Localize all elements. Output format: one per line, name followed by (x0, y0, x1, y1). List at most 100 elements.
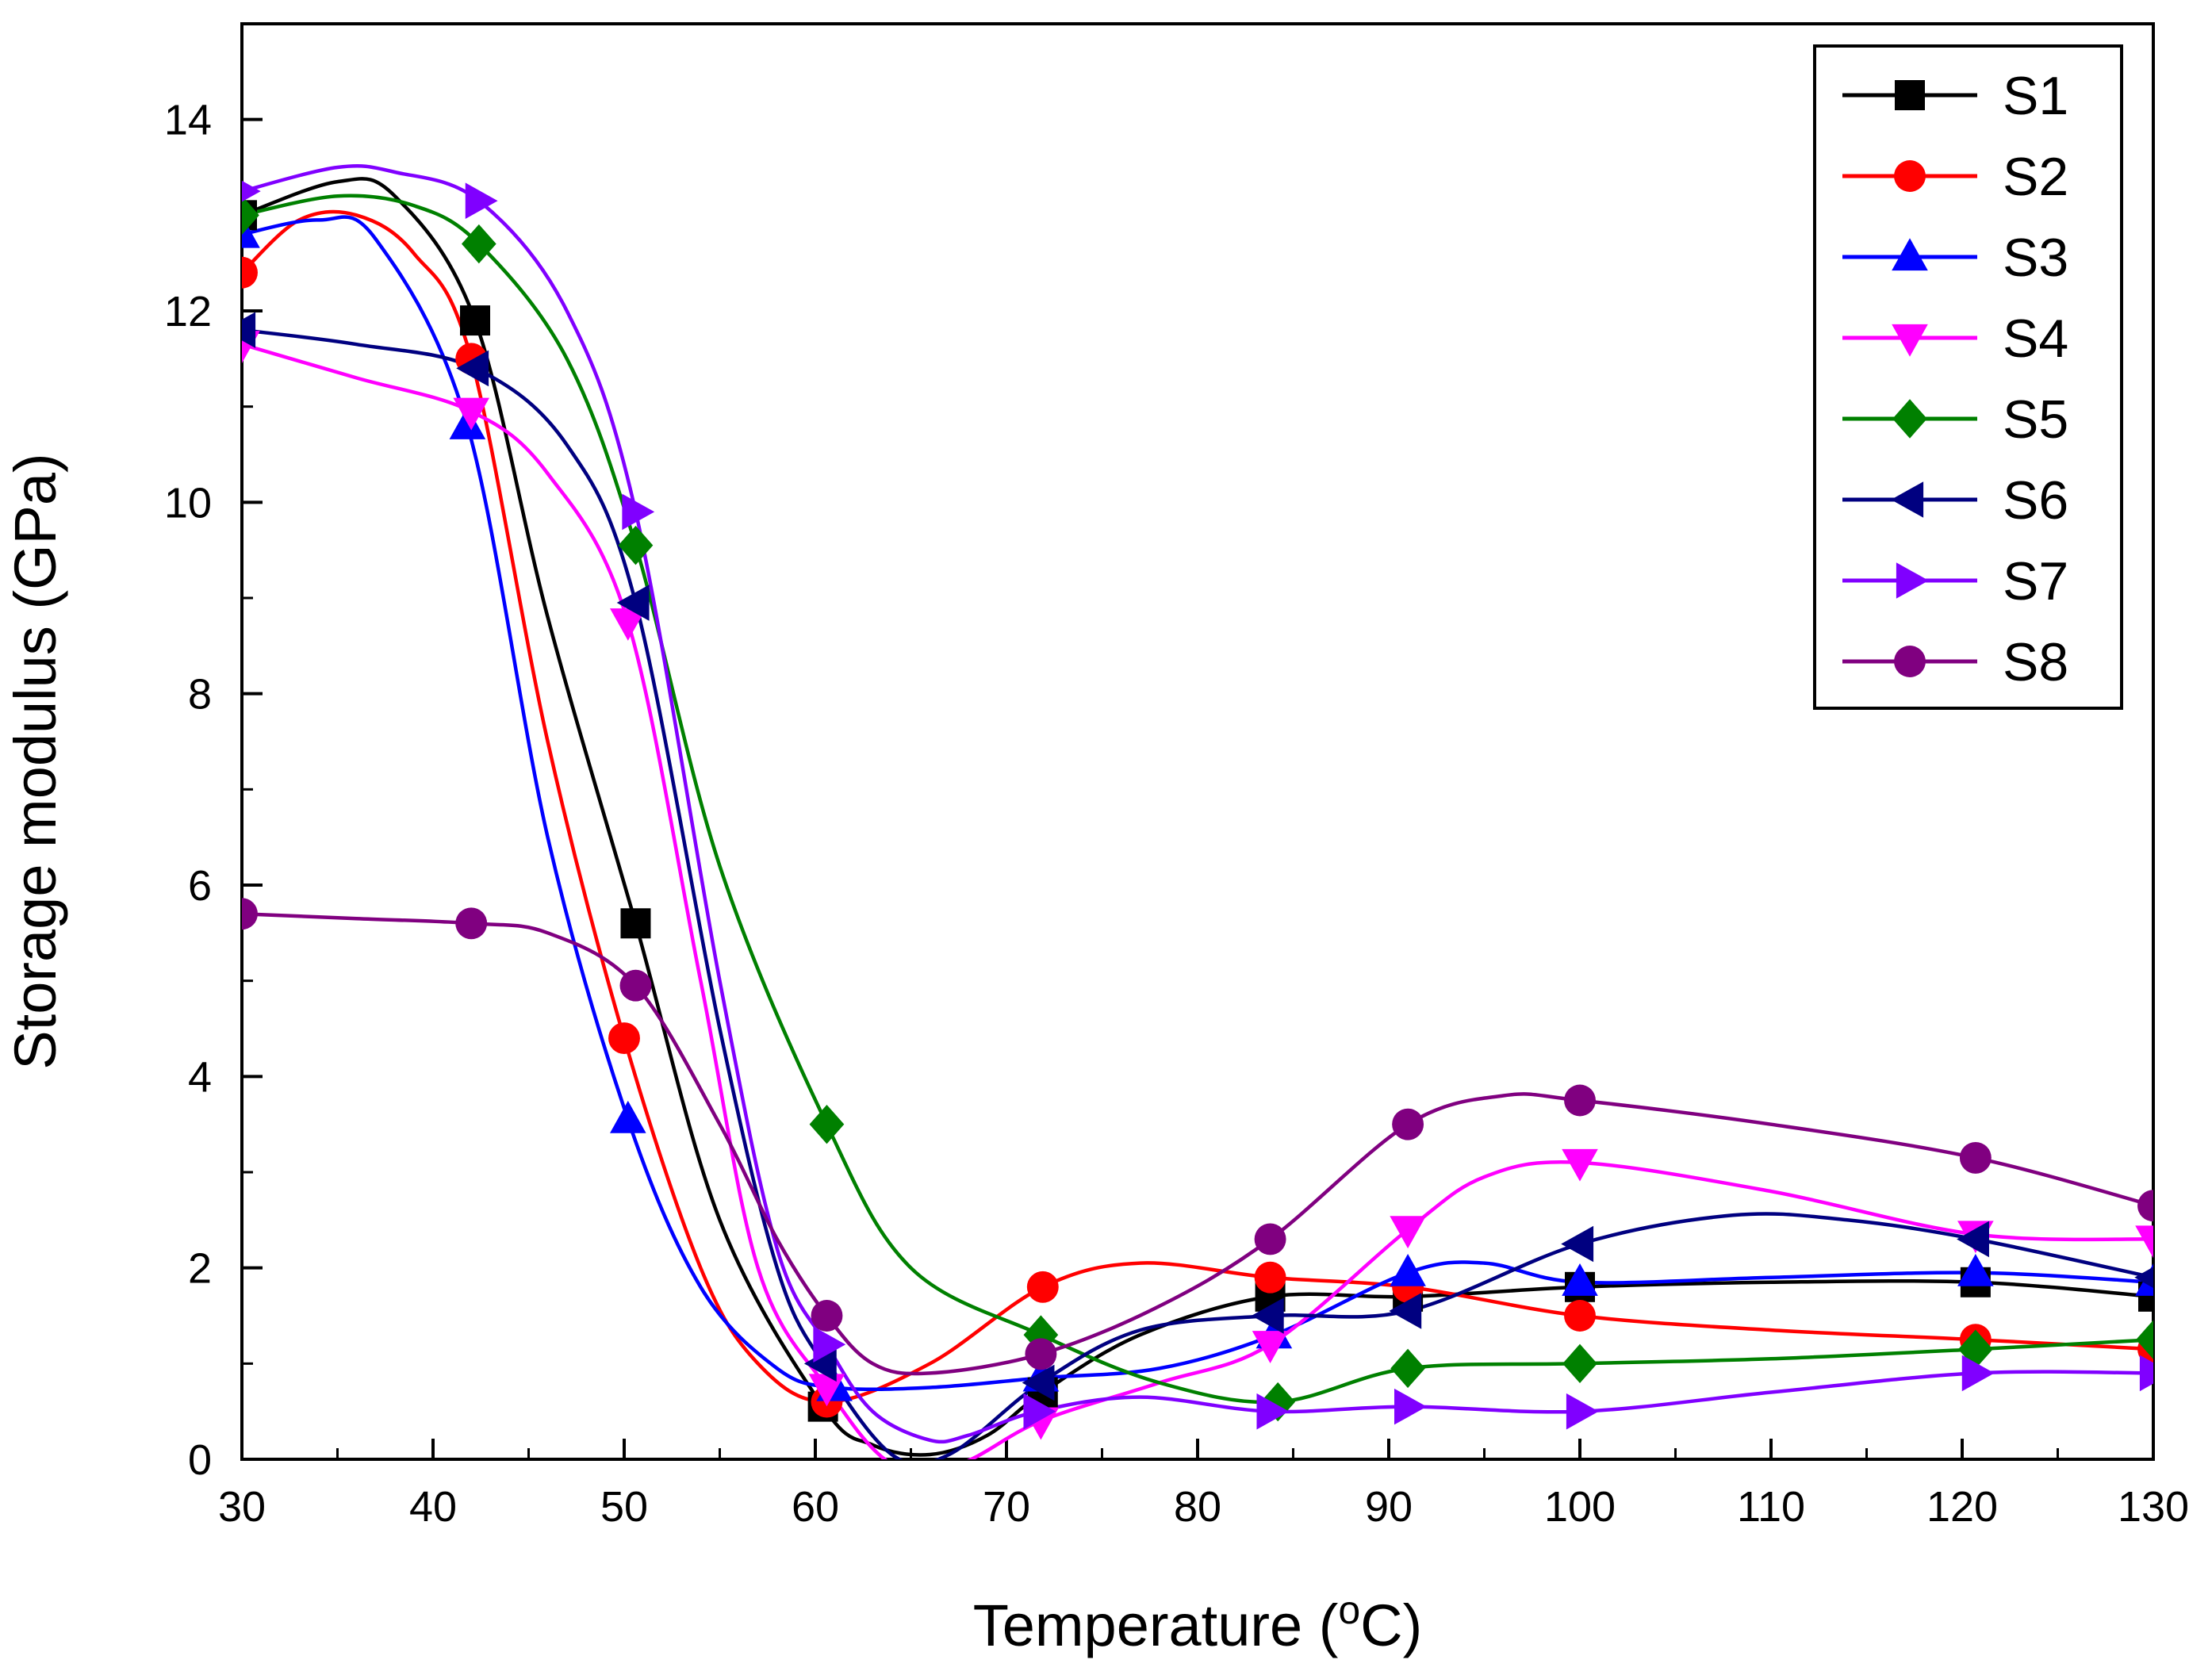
data-point-s8 (455, 907, 488, 940)
data-point-s5 (618, 525, 654, 565)
data-point-s2 (242, 256, 258, 289)
legend-label-s1: S1 (2003, 66, 2068, 126)
data-point-s3 (242, 215, 260, 248)
data-point-s7 (813, 1326, 846, 1363)
data-point-s5 (1390, 1348, 1425, 1389)
data-point-s8 (1025, 1338, 1057, 1370)
series-line-s5 (242, 194, 2153, 1405)
x-tick-label: 130 (2118, 1483, 2189, 1531)
y-tick-label: 6 (188, 862, 212, 910)
legend-marker-s3 (1892, 238, 1928, 271)
data-point-s4 (610, 608, 646, 641)
data-point-s7 (1566, 1393, 1599, 1430)
data-point-s5 (461, 224, 496, 264)
data-point-s4 (1390, 1216, 1426, 1249)
series-line-s1 (242, 177, 2153, 1457)
x-tick-label: 100 (1544, 1483, 1616, 1531)
data-point-s4 (1252, 1331, 1289, 1363)
data-point-s6 (1022, 1364, 1055, 1401)
x-axis-title: Temperature (oC) (973, 1588, 1423, 1658)
data-point-s5 (809, 1104, 845, 1144)
legend-label-s8: S8 (2003, 632, 2068, 692)
data-point-s6 (616, 585, 650, 621)
data-point-s6 (1561, 1225, 1594, 1263)
x-tick-label: 110 (1737, 1483, 1805, 1531)
data-point-s8 (619, 969, 652, 1002)
data-point-s8 (1564, 1084, 1596, 1117)
data-point-s1 (460, 305, 491, 336)
data-point-s8 (2137, 1190, 2153, 1222)
data-point-s1 (620, 908, 651, 939)
data-point-s5 (1958, 1329, 1993, 1369)
data-point-s7 (1961, 1355, 1995, 1392)
data-point-s3 (1957, 1253, 1994, 1286)
data-point-s3 (1390, 1253, 1426, 1286)
data-point-s7 (2139, 1355, 2153, 1392)
legend-marker-s8 (1894, 646, 1926, 677)
data-point-s3 (610, 1100, 646, 1133)
x-tick-label: 80 (1174, 1483, 1221, 1531)
data-point-s2 (608, 1022, 640, 1055)
x-tick-label: 120 (1926, 1483, 1998, 1531)
x-tick-label: 40 (409, 1483, 457, 1531)
x-tick-label: 90 (1365, 1483, 1413, 1531)
series-line-s8 (242, 911, 2153, 1376)
data-point-s7 (242, 180, 261, 202)
data-point-s8 (811, 1300, 843, 1332)
series-line-s4 (242, 343, 2153, 1459)
legend-label-s3: S3 (2003, 228, 2068, 288)
data-point-s2 (1564, 1300, 1596, 1332)
data-point-s6 (1251, 1297, 1284, 1334)
legend-label-s2: S2 (2003, 147, 2068, 207)
y-tick-label: 14 (164, 97, 212, 144)
data-point-s5 (242, 195, 259, 236)
legend-marker-s6 (1891, 481, 1924, 518)
legend-label-s6: S6 (2003, 470, 2068, 531)
y-tick-label: 10 (164, 479, 212, 527)
legend-label-s5: S5 (2003, 389, 2068, 450)
data-point-s7 (465, 182, 498, 220)
data-point-s4 (808, 1374, 845, 1407)
y-tick-label: 8 (188, 671, 212, 719)
y-tick-label: 4 (188, 1053, 212, 1101)
data-point-s4 (453, 397, 489, 431)
x-tick-label: 50 (600, 1483, 648, 1531)
series-markers (242, 180, 2153, 1440)
legend-label-s4: S4 (2003, 309, 2068, 369)
x-tick-label: 30 (218, 1483, 266, 1531)
data-point-s4 (1562, 1148, 1598, 1182)
data-point-s7 (1256, 1393, 1290, 1430)
data-point-s8 (242, 898, 258, 930)
data-point-s8 (1959, 1141, 1992, 1174)
data-point-s6 (1957, 1221, 1989, 1258)
series-line-s6 (242, 328, 2153, 1459)
series-line-s7 (242, 163, 2153, 1444)
data-point-s8 (1392, 1108, 1424, 1140)
data-point-s6 (2134, 1267, 2153, 1288)
data-point-s8 (1254, 1223, 1286, 1255)
legend-marker-s5 (1892, 399, 1927, 439)
y-tick-label: 2 (188, 1245, 212, 1293)
axis-ticks: 30 40 50 60 70 80 90 100 110 120 130 0 2 4 6 8 10 12 14 (164, 97, 2189, 1531)
legend-marker-s2 (1894, 160, 1926, 192)
x-tick-label: 60 (792, 1483, 839, 1531)
legend-marker-s4 (1892, 324, 1928, 357)
legend-items: S1 S2 S3 S4 S5 S6 S7 S8 (1842, 66, 2068, 692)
data-point-s5 (1260, 1382, 1296, 1422)
series-line-s3 (242, 215, 2153, 1392)
y-tick-label: 12 (164, 288, 212, 335)
data-point-s7 (1394, 1388, 1427, 1425)
data-point-s2 (1254, 1261, 1286, 1294)
x-tick-label: 70 (983, 1483, 1030, 1531)
data-point-s4 (2135, 1225, 2153, 1259)
data-point-s2 (1026, 1271, 1059, 1303)
data-point-s6 (803, 1345, 837, 1382)
data-point-s7 (622, 493, 655, 531)
legend-box (1813, 44, 2123, 710)
data-point-s3 (1562, 1263, 1598, 1296)
y-axis-title: Storage modulus (GPa) (2, 453, 68, 1069)
legend-marker-s1 (1895, 80, 1925, 110)
legend-marker-s7 (1896, 562, 1929, 599)
